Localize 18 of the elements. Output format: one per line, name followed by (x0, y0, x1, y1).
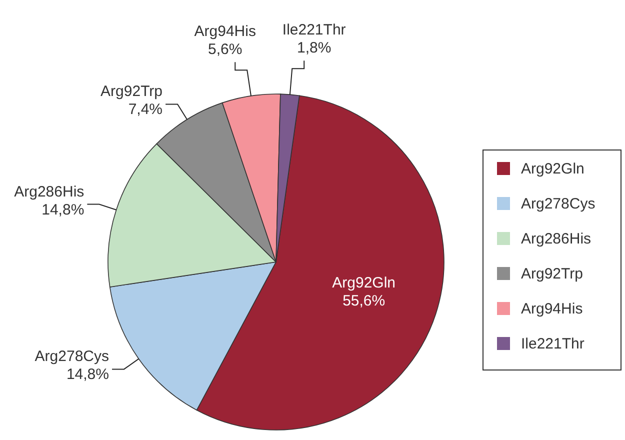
data-label: 7,4% (128, 101, 163, 118)
legend-label: Arg92Gln (521, 160, 584, 178)
data-label: 14,8% (66, 366, 110, 384)
legend-label: Arg94His (521, 300, 583, 318)
slice-label: Arg286His (14, 183, 84, 200)
data-label: 55,6% (342, 292, 386, 310)
legend-label: Arg92Trp (521, 266, 583, 282)
slice-label: Arg92Gln (332, 274, 396, 292)
slice-label: Arg278Cys (34, 348, 110, 366)
legend-label: Arg286His (521, 230, 592, 248)
data-label: 5,6% (208, 41, 242, 58)
data-label: 14,8% (42, 201, 84, 218)
legend-label: Ile221Thr (521, 336, 584, 352)
data-label: 1,8% (296, 40, 332, 57)
slice-label: Arg92Trp (100, 83, 163, 100)
slice-label: Arg94His (194, 23, 256, 40)
legend-label: Arg278Cys (521, 196, 596, 212)
slice-label: Ile221Thr (282, 22, 346, 39)
